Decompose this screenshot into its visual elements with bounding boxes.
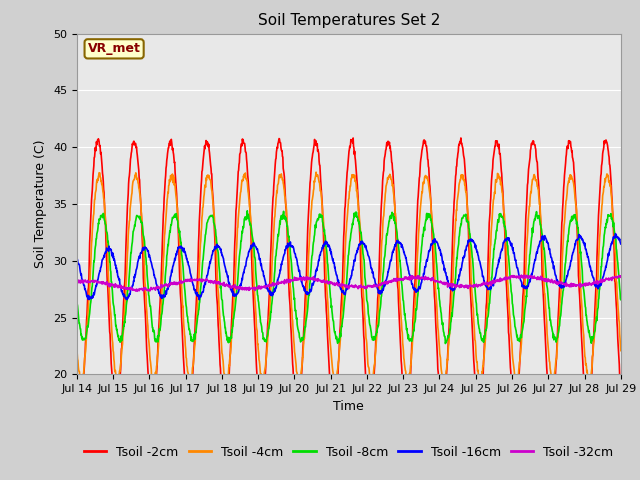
Tsoil -32cm (520, 272, 528, 278)
Tsoil -2cm (505, 332, 513, 338)
Tsoil -32cm (434, 278, 442, 284)
X-axis label: Time: Time (333, 400, 364, 413)
Tsoil -16cm (553, 277, 561, 283)
Tsoil -8cm (243, 208, 251, 214)
Tsoil -2cm (553, 344, 561, 349)
Line: Tsoil -16cm: Tsoil -16cm (77, 234, 621, 300)
Tsoil -8cm (73, 294, 81, 300)
Tsoil -8cm (194, 312, 202, 318)
Tsoil -4cm (194, 297, 202, 302)
Line: Tsoil -4cm: Tsoil -4cm (77, 172, 621, 383)
Tsoil -32cm (181, 278, 189, 284)
Tsoil -2cm (617, 391, 625, 397)
Tsoil -16cm (505, 237, 513, 243)
Tsoil -16cm (434, 240, 442, 246)
Tsoil -16cm (195, 297, 203, 302)
Tsoil -4cm (617, 348, 625, 353)
Tsoil -2cm (181, 383, 189, 388)
Tsoil -8cm (255, 304, 263, 310)
Tsoil -4cm (553, 356, 561, 362)
Line: Tsoil -8cm: Tsoil -8cm (77, 211, 621, 344)
Tsoil -8cm (442, 341, 449, 347)
Line: Tsoil -2cm: Tsoil -2cm (77, 138, 621, 417)
Tsoil -2cm (434, 355, 442, 361)
Y-axis label: Soil Temperature (C): Soil Temperature (C) (35, 140, 47, 268)
Tsoil -16cm (255, 253, 263, 259)
Tsoil -8cm (505, 258, 513, 264)
Tsoil -4cm (586, 380, 593, 386)
Tsoil -2cm (255, 405, 263, 410)
Text: VR_met: VR_met (88, 42, 141, 55)
Tsoil -16cm (612, 231, 620, 237)
Tsoil -8cm (617, 297, 625, 302)
Tsoil -2cm (195, 253, 202, 259)
Tsoil -32cm (134, 288, 141, 294)
Tsoil -32cm (195, 277, 202, 283)
Tsoil -16cm (617, 241, 625, 247)
Title: Soil Temperatures Set 2: Soil Temperatures Set 2 (258, 13, 440, 28)
Tsoil -2cm (73, 392, 81, 397)
Legend: Tsoil -2cm, Tsoil -4cm, Tsoil -8cm, Tsoil -16cm, Tsoil -32cm: Tsoil -2cm, Tsoil -4cm, Tsoil -8cm, Tsoi… (79, 441, 619, 464)
Tsoil -2cm (457, 135, 465, 141)
Tsoil -4cm (434, 316, 442, 322)
Tsoil -4cm (180, 332, 188, 337)
Tsoil -16cm (73, 256, 81, 262)
Tsoil -4cm (255, 350, 262, 356)
Tsoil -2cm (76, 414, 83, 420)
Tsoil -32cm (255, 283, 263, 288)
Tsoil -16cm (180, 248, 188, 254)
Tsoil -32cm (73, 279, 81, 285)
Line: Tsoil -32cm: Tsoil -32cm (77, 275, 621, 291)
Tsoil -8cm (180, 285, 188, 291)
Tsoil -32cm (505, 276, 513, 281)
Tsoil -32cm (617, 274, 625, 279)
Tsoil -16cm (194, 293, 202, 299)
Tsoil -8cm (553, 336, 561, 341)
Tsoil -4cm (505, 293, 513, 299)
Tsoil -4cm (312, 169, 320, 175)
Tsoil -8cm (434, 275, 442, 280)
Tsoil -32cm (553, 280, 561, 286)
Tsoil -4cm (73, 348, 81, 354)
